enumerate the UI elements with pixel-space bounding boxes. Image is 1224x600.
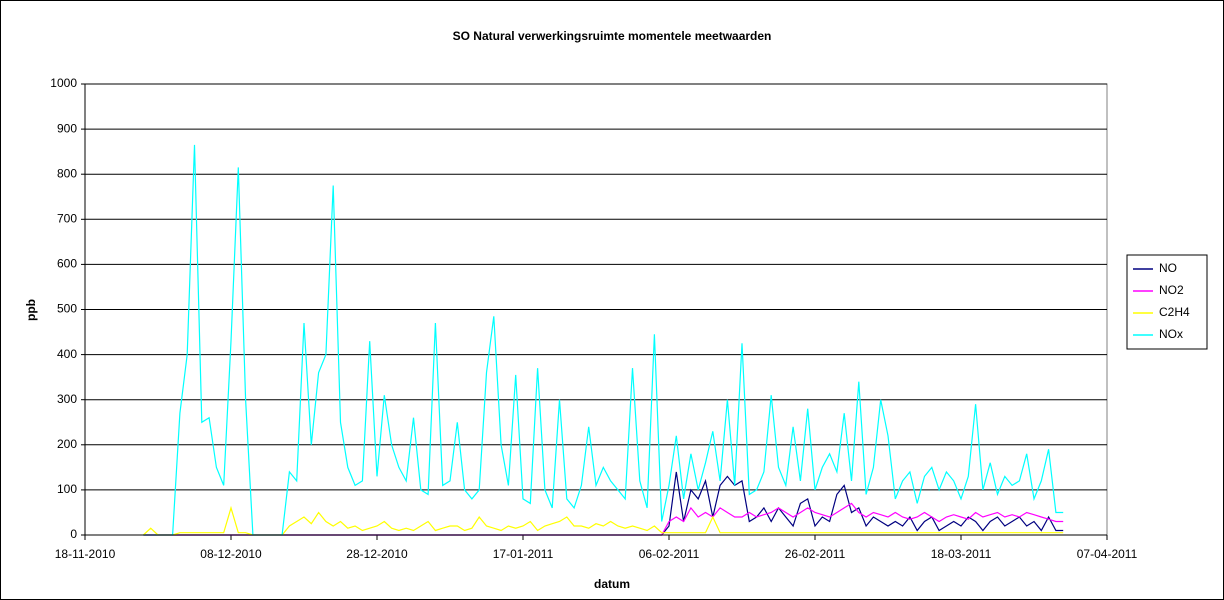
y-tick-label: 0 [70,527,77,541]
x-axis-label: datum [594,577,630,591]
y-tick-label: 500 [57,302,77,316]
x-tick-label: 07-04-2011 [1077,547,1138,561]
y-tick-label: 700 [57,211,77,225]
x-tick-label: 17-01-2011 [493,547,554,561]
y-tick-label: 200 [57,437,77,451]
y-tick-label: 900 [57,121,77,135]
legend-label: C2H4 [1159,305,1190,319]
x-tick-label: 06-02-2011 [639,547,700,561]
legend-label: NOx [1159,327,1183,341]
y-tick-label: 600 [57,257,77,271]
legend-label: NO2 [1159,283,1184,297]
series-line [143,144,1064,536]
y-tick-label: 100 [57,482,77,496]
series-line [142,505,1064,536]
x-tick-label: 28-12-2010 [346,547,408,561]
legend-box [1126,254,1208,350]
y-tick-label: 400 [57,347,77,361]
legend-label: NO [1159,261,1177,275]
y-tick-label: 1000 [50,76,77,90]
y-axis-label: ppb [24,299,38,321]
x-tick-label: 18-11-2010 [55,547,116,561]
x-tick-label: 08-12-2010 [200,547,262,561]
x-tick-label: 26-02-2011 [785,547,846,561]
chart-title: SO Natural verwerkingsruimte momentele m… [453,29,772,43]
y-tick-label: 300 [57,392,77,406]
x-tick-label: 18-03-2011 [931,547,992,561]
y-tick-label: 800 [57,166,77,180]
